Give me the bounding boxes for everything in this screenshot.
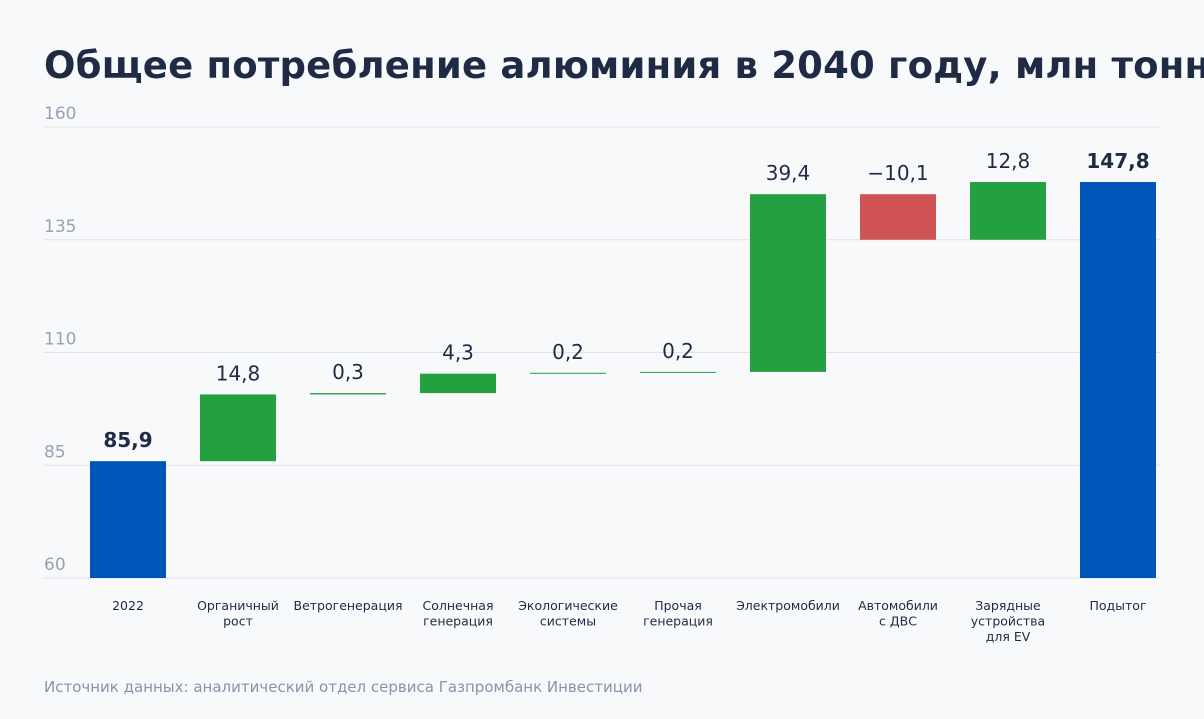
y-tick-label: 135 [44, 217, 76, 237]
x-category-label: Солнечная [423, 598, 494, 613]
x-category-label: Подытог [1089, 598, 1146, 613]
y-tick-label: 85 [44, 442, 66, 462]
bar [860, 194, 936, 240]
x-category-label: устройства [971, 614, 1045, 629]
x-category-label: генерация [643, 614, 713, 629]
data-label: 12,8 [986, 149, 1031, 173]
x-category-label: Электромобили [736, 598, 840, 613]
x-category-label: системы [540, 614, 596, 629]
y-tick-label: 160 [44, 104, 76, 124]
x-category-label: генерация [423, 614, 493, 629]
x-category-label: Прочая [654, 598, 702, 613]
bar [530, 372, 606, 374]
x-category-label: Органичный [197, 598, 279, 613]
chart-title: Общее потребление алюминия в 2040 году, … [44, 44, 1204, 87]
data-label: 85,9 [103, 428, 152, 452]
x-category-label: Автомобили [858, 598, 938, 613]
data-label: 0,2 [552, 340, 584, 364]
x-category-label: Зарядные [975, 598, 1041, 613]
data-label: 14,8 [216, 361, 261, 385]
data-label: −10,1 [867, 161, 928, 185]
bar [750, 194, 826, 372]
x-category-label: для EV [986, 629, 1031, 644]
bar [640, 371, 716, 373]
bar [420, 373, 496, 394]
data-label: 0,3 [332, 360, 364, 384]
data-label: 0,2 [662, 339, 694, 363]
data-label: 4,3 [442, 341, 474, 365]
x-category-label: с ДВС [879, 614, 917, 629]
bar [90, 461, 166, 578]
x-category-label: Экологические [518, 598, 618, 613]
y-tick-label: 60 [44, 555, 66, 575]
bar [970, 182, 1046, 240]
data-label: 147,8 [1086, 149, 1149, 173]
source-note: Источник данных: аналитический отдел сер… [44, 678, 643, 696]
bar [200, 394, 276, 462]
x-category-label: Ветрогенерация [294, 598, 403, 613]
bar [1080, 182, 1156, 578]
y-tick-label: 110 [44, 330, 76, 350]
bar [310, 393, 386, 395]
data-label: 39,4 [766, 161, 811, 185]
x-category-label: 2022 [112, 598, 144, 613]
x-category-label: рост [223, 614, 253, 629]
